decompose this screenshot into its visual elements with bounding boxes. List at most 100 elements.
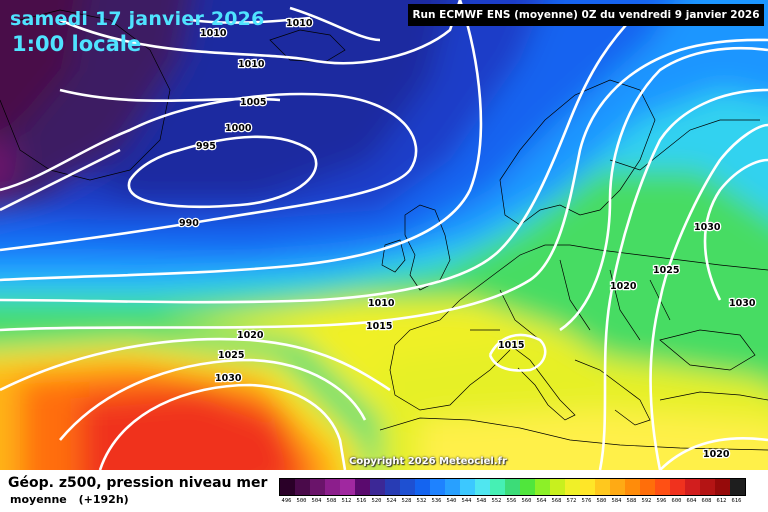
legend-swatch <box>415 479 430 495</box>
z500-shading <box>0 0 768 470</box>
isobar-label: 1010 <box>200 28 227 39</box>
legend-swatch <box>445 479 460 495</box>
geopotential-field: 1010 1010 1010 1005 1000 995 990 1010 10… <box>0 0 768 470</box>
legend-swatch <box>340 479 355 495</box>
isobar-label: 1025 <box>653 265 679 276</box>
isobar-label: 1010 <box>368 298 395 309</box>
isobar-990 <box>0 148 121 212</box>
legend-tick: 496 <box>281 498 292 504</box>
legend-swatch <box>535 479 550 495</box>
isobar-label: 1030 <box>729 298 756 309</box>
isobar-label: 1015 <box>366 321 392 332</box>
footer-title: Géop. z500, pression niveau mer <box>8 475 268 491</box>
coastlines <box>0 9 768 451</box>
isobar-label: 990 <box>179 218 199 229</box>
legend-tick: 532 <box>416 498 427 504</box>
legend-tick: 556 <box>506 498 517 504</box>
legend-tick: 592 <box>641 498 652 504</box>
isobar-label: 995 <box>196 141 216 152</box>
legend-tick: 528 <box>401 498 412 504</box>
legend-swatch <box>505 479 520 495</box>
legend-swatch <box>325 479 340 495</box>
legend-tick: 600 <box>671 498 682 504</box>
legend-swatch <box>655 479 670 495</box>
isobar-label: 1005 <box>240 97 266 108</box>
isobar-1020-east <box>559 46 768 332</box>
legend-swatch <box>610 479 625 495</box>
legend-tick: 568 <box>551 498 562 504</box>
legend-tick: 576 <box>581 498 592 504</box>
legend-swatch <box>280 479 295 495</box>
legend-tick: 564 <box>536 498 547 504</box>
isobar-label: 1020 <box>610 281 637 292</box>
legend-swatch <box>310 479 325 495</box>
legend-swatch <box>565 479 580 495</box>
isobar-label: 1030 <box>694 222 721 233</box>
legend-swatch <box>490 479 505 495</box>
legend-tick: 520 <box>371 498 382 504</box>
footer-mean: moyenne <box>10 493 67 506</box>
legend-swatch <box>460 479 475 495</box>
legend-swatch <box>550 479 565 495</box>
legend-swatch <box>625 479 640 495</box>
forecast-date: samedi 17 janvier 2026 <box>10 8 265 30</box>
isobars <box>0 0 768 470</box>
legend-tick: 604 <box>686 498 697 504</box>
run-info: Run ECMWF ENS (moyenne) 0Z du vendredi 9… <box>408 4 764 26</box>
legend-tick: 524 <box>386 498 397 504</box>
legend-swatch <box>640 479 655 495</box>
legend-tick: 588 <box>626 498 637 504</box>
legend-tick: 572 <box>566 498 577 504</box>
isobar-1010-c <box>59 0 462 65</box>
legend-tick: 608 <box>701 498 712 504</box>
legend-tick: 508 <box>326 498 337 504</box>
isobar-1010-a <box>189 16 311 24</box>
isobar-labels: 1010 1010 1010 1005 1000 995 990 1010 10… <box>178 17 757 462</box>
isobar-1030 <box>98 383 347 470</box>
isobar-label: 1020 <box>703 449 730 460</box>
legend-swatch <box>430 479 445 495</box>
isobar-label: 1015 <box>498 340 524 351</box>
legend-tick: 596 <box>656 498 667 504</box>
isobar-1005 <box>59 88 281 103</box>
legend-swatch <box>370 479 385 495</box>
isobar-1010-b <box>289 6 381 42</box>
legend-swatch <box>595 479 610 495</box>
legend-swatch <box>520 479 535 495</box>
legend-swatch <box>400 479 415 495</box>
legend-tick: 512 <box>341 498 352 504</box>
isobar-1020 <box>0 337 391 392</box>
isobar-1000 <box>0 92 418 252</box>
legend-swatch <box>475 479 490 495</box>
legend-swatch <box>670 479 685 495</box>
isobar-1010-d <box>0 9 641 304</box>
legend-tick: 540 <box>446 498 457 504</box>
isobar-label: 1010 <box>286 18 313 29</box>
legend-tick: 552 <box>491 498 502 504</box>
isobar-1030-ne <box>703 158 768 301</box>
legend-swatch <box>700 479 715 495</box>
legend-swatch <box>355 479 370 495</box>
isobar-1025-east <box>598 88 768 470</box>
isobar-1025 <box>59 358 367 441</box>
legend-tick: 516 <box>356 498 367 504</box>
isobar-1005-outer <box>0 0 483 282</box>
isobar-label: 1010 <box>238 59 265 70</box>
legend-swatch <box>730 479 745 495</box>
forecast-local-time: 1:00 locale <box>12 32 142 56</box>
legend-tick: 580 <box>596 498 607 504</box>
legend-swatch <box>385 479 400 495</box>
legend-swatches <box>279 478 746 496</box>
legend-ticks: 496 500 504 508 512 516 520 524 528 532 536 540 544 5… <box>279 496 746 506</box>
isobar-label: 1000 <box>225 123 252 134</box>
footer-subtitle: moyenne (+192h) <box>10 493 137 506</box>
legend-tick: 584 <box>611 498 622 504</box>
legend-tick: 548 <box>476 498 487 504</box>
footer-lead-time: (+192h) <box>78 493 129 506</box>
legend-swatch <box>685 479 700 495</box>
legend-tick: 560 <box>521 498 532 504</box>
isobar-1030-east <box>649 123 768 470</box>
legend-tick: 504 <box>311 498 322 504</box>
legend-tick: 616 <box>731 498 742 504</box>
legend-swatch <box>295 479 310 495</box>
